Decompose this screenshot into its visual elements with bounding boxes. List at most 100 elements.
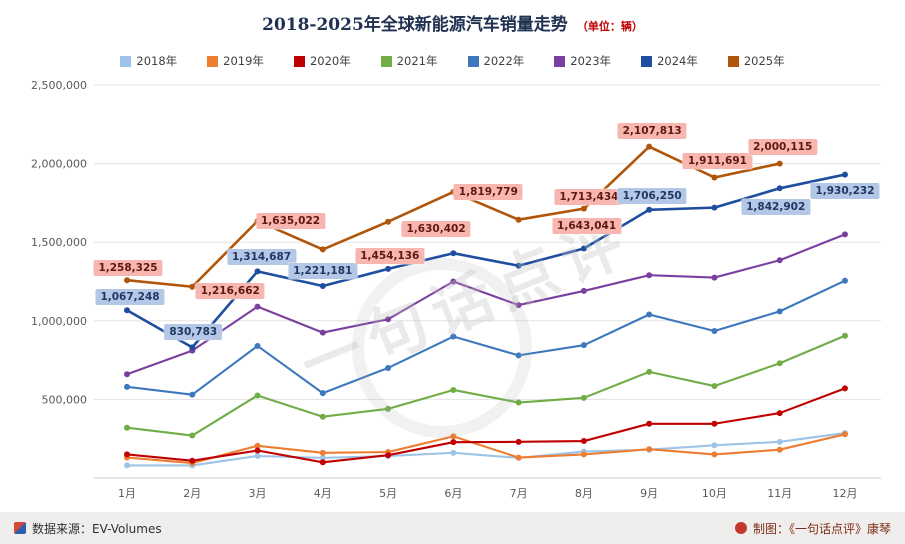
- x-tick-label: 3月: [249, 487, 267, 500]
- footer-bar: 数据来源：EV-Volumes 制图：《一句话点评》康琴: [0, 512, 905, 544]
- series-marker-2024: [385, 265, 392, 272]
- series-marker-2019: [776, 446, 783, 453]
- legend-label: 2025年: [743, 54, 785, 68]
- series-marker-2024: [580, 245, 587, 252]
- series-marker-2025: [124, 277, 130, 284]
- series-marker-2022: [189, 391, 196, 398]
- x-tick-label: 12月: [832, 487, 857, 500]
- series-marker-2024: [515, 262, 522, 269]
- legend-label: 2020年: [309, 54, 351, 68]
- series-marker-2020: [841, 385, 848, 392]
- series-marker-2019: [711, 451, 718, 458]
- series-line-2021: [125, 334, 847, 437]
- y-tick-label: 500,000: [42, 393, 88, 406]
- series-marker-2022: [385, 364, 392, 371]
- x-tick-label: 10月: [702, 487, 727, 500]
- series-marker-2019: [841, 431, 848, 438]
- series-marker-2020: [646, 420, 653, 427]
- series-marker-2023: [254, 303, 261, 310]
- legend-swatch-icon: [293, 55, 305, 67]
- series-marker-2024: [254, 268, 261, 275]
- series-marker-2018: [254, 452, 261, 459]
- series-marker-2025: [254, 217, 261, 224]
- legend-label: 2023年: [570, 54, 612, 68]
- series-marker-2025: [646, 143, 653, 150]
- series-marker-2023: [450, 278, 457, 285]
- series-marker-2023: [711, 274, 718, 281]
- legend-label: 2021年: [396, 54, 438, 68]
- source-logo-icon: [14, 522, 26, 534]
- series-line-2020: [125, 387, 847, 464]
- legend-item-2023: 2023年: [554, 53, 611, 69]
- series-marker-2020: [124, 451, 130, 458]
- series-marker-2023: [646, 272, 653, 279]
- series-marker-2021: [319, 413, 326, 420]
- x-tick-label: 6月: [444, 487, 462, 500]
- legend-item-2019: 2019年: [207, 53, 264, 69]
- series-line-2019: [125, 433, 847, 465]
- page-title: 2018-2025年全球新能源汽车销量走势: [262, 15, 568, 35]
- series-marker-2020: [385, 452, 392, 459]
- x-tick-label: 9月: [640, 487, 658, 500]
- series-marker-2021: [385, 405, 392, 412]
- series-marker-2022: [841, 277, 848, 284]
- legend-item-2021: 2021年: [380, 53, 438, 69]
- legend: 2018年 2019年 2020年 2021年 2022年 2023年 2024年 2025年: [0, 53, 905, 69]
- series-marker-2019: [580, 451, 587, 458]
- series-marker-2023: [776, 257, 783, 264]
- legend-swatch-icon: [120, 55, 132, 67]
- series-marker-2022: [646, 311, 653, 318]
- series-marker-2022: [450, 333, 457, 340]
- chart-credit: 制图：《一句话点评》康琴: [734, 520, 891, 537]
- series-marker-2020: [189, 457, 196, 464]
- series-marker-2021: [711, 383, 718, 390]
- series-marker-2023: [124, 371, 130, 378]
- legend-item-2024: 2024年: [641, 53, 698, 69]
- legend-swatch-icon: [380, 55, 392, 67]
- legend-swatch-icon: [467, 55, 479, 67]
- series-marker-2024: [841, 171, 848, 178]
- y-tick-label: 1,500,000: [31, 236, 87, 249]
- x-tick-label: 8月: [575, 487, 593, 500]
- series-marker-2024: [450, 250, 457, 257]
- series-marker-2021: [515, 399, 522, 406]
- series-marker-2025: [319, 246, 326, 253]
- series-marker-2024: [776, 185, 783, 192]
- series-marker-2023: [841, 231, 848, 238]
- series-marker-2025: [515, 216, 522, 223]
- series-marker-2020: [515, 438, 522, 445]
- series-marker-2019: [450, 433, 457, 440]
- series-marker-2023: [580, 287, 587, 294]
- legend-swatch-icon: [554, 55, 566, 67]
- series-marker-2023: [385, 316, 392, 323]
- chart-title-row: 2018-2025年全球新能源汽车销量走势 （单位：辆）: [0, 10, 905, 35]
- x-tick-label: 4月: [314, 487, 332, 500]
- series-marker-2023: [319, 329, 326, 336]
- series-marker-2022: [776, 308, 783, 315]
- series-marker-2018: [319, 454, 326, 461]
- series-marker-2024: [189, 344, 196, 351]
- unit-label: （单位：辆）: [576, 20, 643, 33]
- series-marker-2025: [711, 174, 718, 181]
- series-marker-2020: [319, 459, 326, 466]
- series-marker-2019: [319, 449, 326, 456]
- series-line-2025: [125, 145, 782, 289]
- series-marker-2024: [124, 307, 130, 314]
- series-line-2022: [125, 279, 847, 396]
- series-marker-2022: [124, 383, 130, 390]
- x-tick-label: 5月: [379, 487, 397, 500]
- series-marker-2021: [776, 360, 783, 367]
- series-marker-2022: [254, 342, 261, 349]
- x-tick-label: 7月: [510, 487, 528, 500]
- credit-text: 制图：《一句话点评》康琴: [752, 521, 891, 536]
- series-marker-2018: [450, 449, 457, 456]
- legend-swatch-icon: [727, 55, 739, 67]
- legend-swatch-icon: [207, 55, 219, 67]
- series-marker-2021: [450, 386, 457, 393]
- legend-label: 2024年: [657, 54, 698, 68]
- x-tick-label: 2月: [183, 487, 201, 500]
- y-tick-label: 2,500,000: [31, 79, 87, 92]
- series-marker-2024: [319, 283, 326, 290]
- series-line-2023: [125, 233, 847, 376]
